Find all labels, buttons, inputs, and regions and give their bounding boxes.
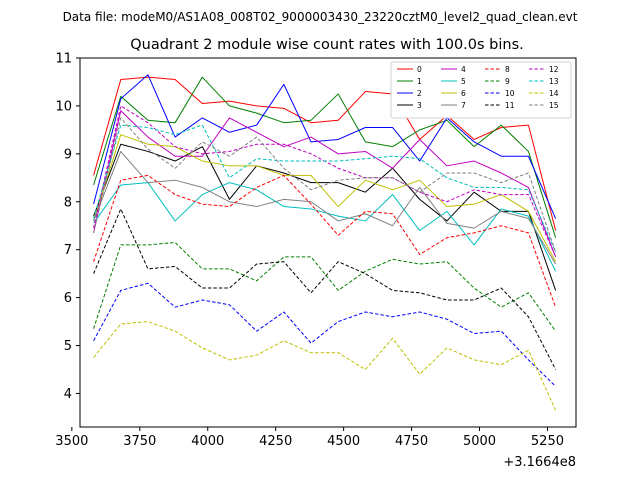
legend-box xyxy=(390,61,572,119)
legend-label-3: 3 xyxy=(417,101,422,110)
y-axis: 4 5 6 7 8 9 10 11 xyxy=(55,52,80,402)
plot-frame xyxy=(79,57,577,428)
legend-label-0: 0 xyxy=(417,65,422,74)
series-line-4 xyxy=(93,110,557,258)
series-line-2 xyxy=(93,74,557,219)
x-tick-label-3500: 3500 xyxy=(55,434,88,449)
legend-label-4: 4 xyxy=(461,65,466,74)
y-tick-label-6: 6 xyxy=(64,291,72,306)
x-tick-label-5000: 5000 xyxy=(463,434,496,449)
series-line-0 xyxy=(93,76,557,231)
y-tick-label-4: 4 xyxy=(64,387,72,402)
y-tick-label-11: 11 xyxy=(55,52,72,67)
plot-area xyxy=(80,58,576,427)
legend-label-9: 9 xyxy=(505,77,510,86)
x-tick-label-4500: 4500 xyxy=(327,434,360,449)
legend-label-11: 11 xyxy=(505,101,515,110)
series-line-15 xyxy=(93,117,557,253)
series-line-5 xyxy=(93,182,557,272)
series-line-9 xyxy=(93,242,557,332)
legend-label-6: 6 xyxy=(461,89,466,98)
legend-label-7: 7 xyxy=(461,101,466,110)
x-tick-label-4250: 4250 xyxy=(259,434,292,449)
series-layer xyxy=(93,74,557,411)
legend-label-12: 12 xyxy=(549,65,559,74)
series-line-11 xyxy=(93,208,557,370)
series-line-6 xyxy=(93,134,557,262)
y-tick-label-10: 10 xyxy=(55,99,72,114)
x-tick-label-3750: 3750 xyxy=(123,434,156,449)
chart-suptitle: Data file: modeM0/AS1A08_008T02_90000034… xyxy=(63,10,578,24)
series-line-1 xyxy=(93,76,557,238)
x-offset-label: +3.1664e8 xyxy=(503,455,576,470)
legend-label-13: 13 xyxy=(549,77,559,86)
legend-label-2: 2 xyxy=(417,89,422,98)
x-tick-label-4750: 4750 xyxy=(395,434,428,449)
chart-title: Quadrant 2 module wise count rates with … xyxy=(130,37,524,53)
legend-label-5: 5 xyxy=(461,77,466,86)
series-line-8 xyxy=(93,174,557,308)
y-tick-label-7: 7 xyxy=(64,243,72,258)
y-tick-label-9: 9 xyxy=(64,147,72,162)
y-tick-label-5: 5 xyxy=(64,339,72,354)
series-line-13 xyxy=(93,124,557,253)
x-tick-label-4000: 4000 xyxy=(191,434,224,449)
x-tick-label-5250: 5250 xyxy=(531,434,564,449)
series-line-3 xyxy=(93,143,557,291)
legend-label-14: 14 xyxy=(549,89,559,98)
series-line-7 xyxy=(93,150,557,265)
series-line-14 xyxy=(93,321,557,411)
legend-label-15: 15 xyxy=(549,101,559,110)
legend-label-10: 10 xyxy=(505,89,515,98)
x-axis: 3500 3750 4000 4250 4500 4750 5000 5250 xyxy=(55,427,564,449)
legend-label-1: 1 xyxy=(417,77,422,86)
y-tick-label-8: 8 xyxy=(64,195,72,210)
legend-label-8: 8 xyxy=(505,65,510,74)
